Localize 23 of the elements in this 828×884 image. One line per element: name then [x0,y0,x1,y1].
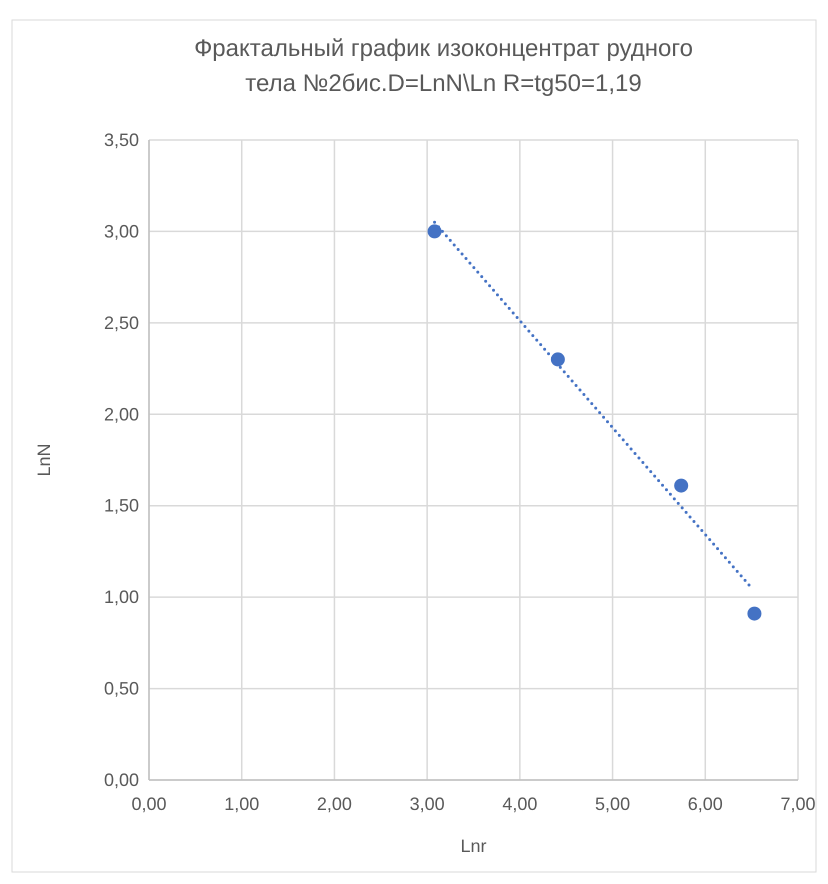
y-tick-label: 2,50 [104,312,139,333]
x-tick-label: 6,00 [688,794,723,814]
x-tick-label: 0,00 [131,794,167,814]
y-tick-label: 1,00 [104,587,139,608]
x-tick-label: 4,00 [502,794,538,814]
x-axis-title: Lnr [460,836,487,856]
x-tick-label: 5,00 [595,794,630,814]
y-tick-label: 3,50 [104,130,139,150]
point [674,478,688,493]
chart-title: Фрактальный график изоконцентрат рудного тела №2бис.D=LnN\Ln R=tg50=1,19 [194,35,693,97]
x-tick-label: 1,00 [224,794,260,814]
point [747,606,762,621]
point [428,224,442,238]
x-tick-label: 2,00 [316,794,352,814]
x-tick-label: 3,00 [410,794,445,814]
y-tick-label: 2,00 [104,404,139,424]
y-axis-title: LnN [34,443,54,477]
x-tick-label: 7,00 [780,794,816,814]
point [550,352,565,366]
y-tick-label: 1,50 [104,496,139,516]
y-tick-label: 0,50 [104,678,139,699]
y-tick-label: 3,00 [104,221,139,242]
y-tick-label: 0,00 [104,770,139,790]
